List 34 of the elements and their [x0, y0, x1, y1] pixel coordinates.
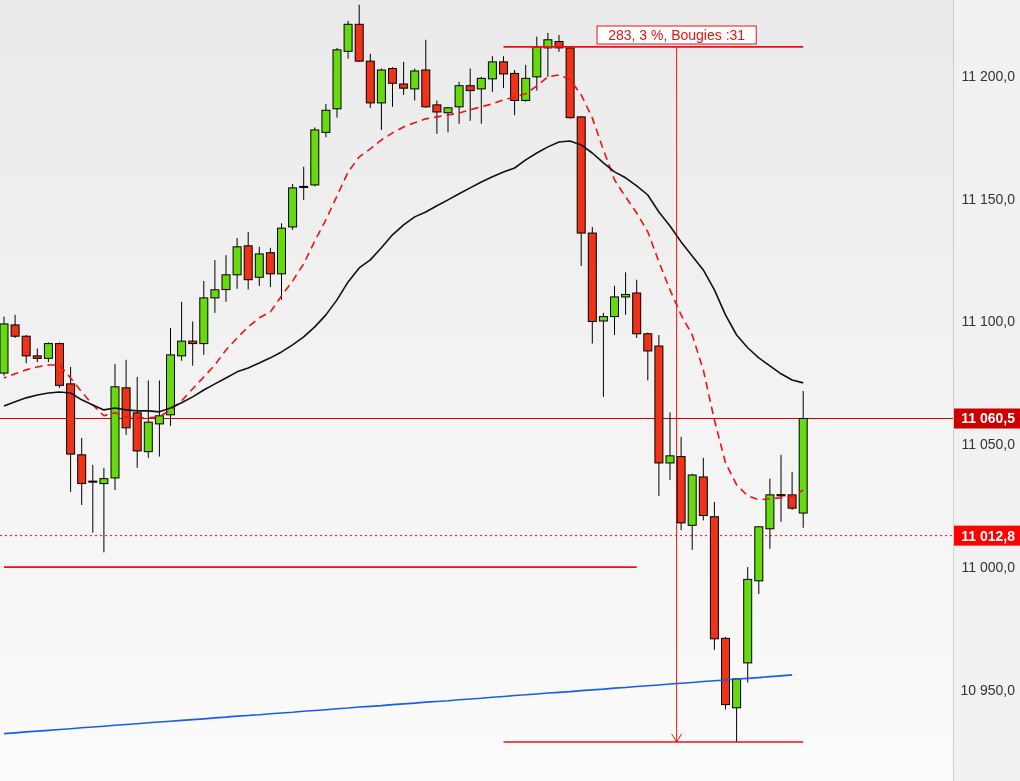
candlestick: [254, 246, 264, 287]
candlestick: [621, 271, 631, 316]
y-tick-label: 11 100,0: [961, 313, 1016, 330]
candlestick: [487, 55, 497, 93]
line-series: [3, 674, 793, 735]
candlestick: [454, 81, 464, 125]
candlestick: [43, 341, 53, 363]
line-series: [3, 140, 804, 413]
ref-line-label: 11 060,5: [961, 410, 1016, 427]
candlestick: [299, 166, 309, 201]
y-tick-label: 10 950,0: [960, 681, 1016, 698]
candlestick: [643, 332, 653, 381]
candlestick: [521, 64, 531, 103]
candlestick: [154, 379, 164, 458]
candlestick: [399, 61, 409, 96]
y-tick-label: 11 000,0: [961, 558, 1016, 575]
candlestick: [499, 55, 508, 89]
candlestick: [476, 76, 486, 125]
candlestick: [265, 247, 275, 288]
candlestick: [321, 103, 331, 138]
y-tick-label: 11 200,0: [961, 67, 1016, 84]
candlestick: [610, 285, 619, 336]
candlestick: [188, 320, 198, 367]
annotation: 283, 3 %, Bougies :31: [608, 26, 746, 43]
candlestick: [88, 464, 98, 534]
candlestick: [410, 68, 420, 101]
candlestick: [177, 301, 187, 362]
candlestick: [21, 334, 31, 364]
y-tick-label: 11 050,0: [961, 436, 1016, 453]
candlestick: [388, 66, 397, 108]
ref-line-label: 11 012,8: [961, 527, 1016, 544]
y-tick-label: 11 150,0: [961, 190, 1016, 207]
candlestick: [598, 312, 608, 398]
candlestick: [465, 68, 475, 122]
